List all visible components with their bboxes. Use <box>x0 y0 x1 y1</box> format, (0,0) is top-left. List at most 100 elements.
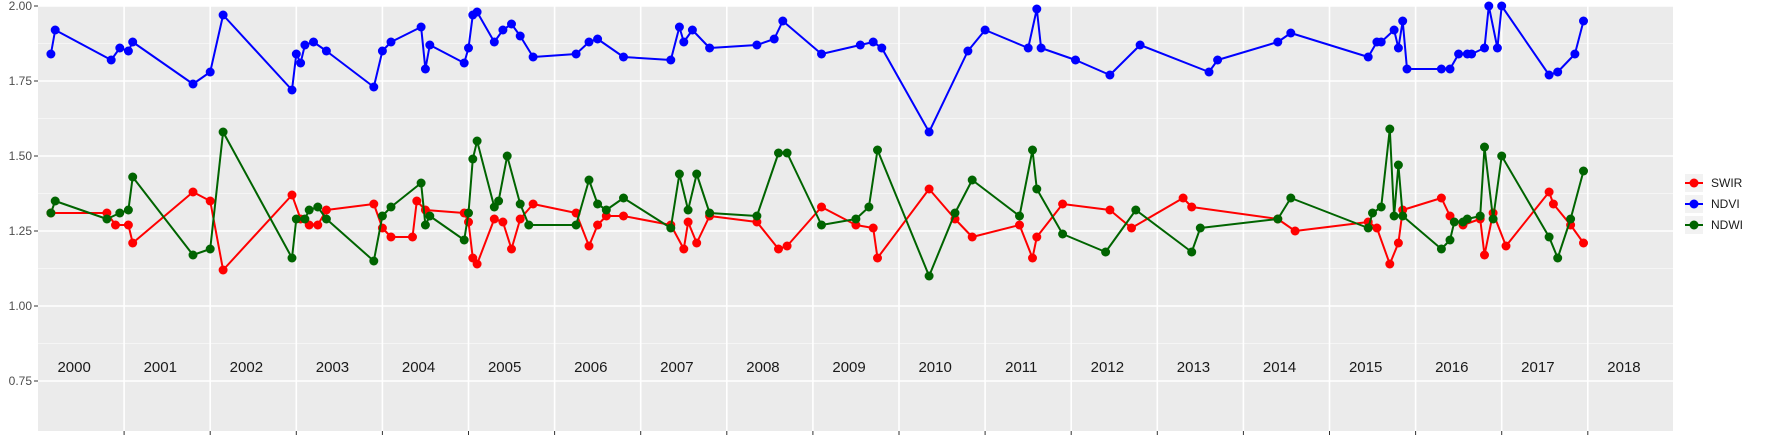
data-point-swir <box>692 238 702 248</box>
data-point-ndwi <box>1480 142 1489 152</box>
data-point-ndvi <box>287 85 297 95</box>
y-tick-label: 1.25 <box>9 224 33 238</box>
data-point-ndvi <box>106 55 116 65</box>
data-point-ndwi <box>1015 211 1024 221</box>
data-point-ndvi <box>571 49 581 59</box>
data-point-swir <box>619 211 628 221</box>
data-point-ndvi <box>679 37 689 47</box>
data-point-ndwi <box>102 214 112 224</box>
data-point-swir <box>123 220 133 230</box>
year-label: 2008 <box>746 359 779 376</box>
data-point-ndwi <box>1488 214 1498 224</box>
data-point-ndwi <box>502 151 512 161</box>
data-point-ndvi <box>1497 1 1507 11</box>
data-point-ndwi <box>674 169 684 179</box>
data-point-ndwi <box>321 214 331 224</box>
year-labels: 2000 2001 2002 2003 2004 2005 2006 2007 2008 2009… <box>57 359 1640 376</box>
data-point-ndvi <box>1454 49 1464 59</box>
legend-marker <box>1689 220 1699 230</box>
data-point-ndvi <box>309 37 318 47</box>
data-point-ndwi <box>864 202 874 212</box>
data-point-swir <box>205 196 215 206</box>
data-point-ndvi <box>769 34 779 44</box>
data-point-ndvi <box>123 46 133 56</box>
data-point-ndwi <box>287 253 297 263</box>
data-point-ndwi <box>1393 160 1403 170</box>
data-point-ndwi <box>593 199 603 209</box>
data-point-ndvi <box>515 31 525 41</box>
data-point-swir <box>1480 250 1489 260</box>
legend-marker <box>1689 178 1699 188</box>
data-point-ndwi <box>1131 205 1141 215</box>
data-point-ndvi <box>1363 52 1373 62</box>
data-point-swir <box>782 241 792 251</box>
data-point-ndwi <box>1579 166 1588 176</box>
data-point-swir <box>287 190 297 200</box>
data-point-ndvi <box>619 52 628 62</box>
data-point-ndvi <box>1579 16 1588 26</box>
data-point-ndvi <box>980 25 990 35</box>
data-point-swir <box>1058 199 1068 209</box>
data-point-swir <box>321 205 331 215</box>
data-point-ndvi <box>507 19 516 29</box>
data-point-ndvi <box>369 82 379 92</box>
data-point-ndvi <box>1402 64 1412 74</box>
y-tick-label: 1.75 <box>9 74 33 88</box>
data-point-ndvi <box>666 55 676 65</box>
data-point-ndwi <box>1368 208 1377 218</box>
data-point-ndvi <box>296 58 306 68</box>
data-point-ndvi <box>1544 70 1554 80</box>
legend-item-ndvi: NDVI <box>1685 195 1740 213</box>
data-point-swir <box>1032 232 1042 242</box>
data-point-ndwi <box>752 211 762 221</box>
y-axis: 0.75 1.00 1.25 1.50 1.75 2.00 <box>9 0 38 388</box>
data-point-swir <box>1436 193 1446 203</box>
year-label: 2005 <box>488 359 521 376</box>
data-point-ndwi <box>1101 247 1111 257</box>
data-point-swir <box>817 202 826 212</box>
data-point-swir <box>369 199 379 209</box>
legend-label: NDVI <box>1711 197 1740 211</box>
legend: SWIR NDVI NDWI <box>1685 174 1743 234</box>
data-point-ndwi <box>571 220 581 230</box>
data-point-ndwi <box>304 205 314 215</box>
data-point-ndvi <box>868 37 878 47</box>
data-point-ndvi <box>1032 4 1042 14</box>
data-point-ndvi <box>291 49 301 59</box>
year-label: 2012 <box>1091 359 1124 376</box>
data-point-ndvi <box>752 40 762 50</box>
data-point-ndwi <box>851 214 861 224</box>
data-point-ndwi <box>459 235 469 245</box>
legend-item-swir: SWIR <box>1685 174 1743 192</box>
data-point-ndvi <box>1436 64 1446 74</box>
data-point-ndvi <box>46 49 56 59</box>
data-point-ndvi <box>1071 55 1080 65</box>
data-point-ndwi <box>494 196 504 206</box>
data-point-swir <box>593 220 603 230</box>
data-point-ndvi <box>50 25 60 35</box>
data-point-swir <box>1187 202 1197 212</box>
legend-marker <box>1689 199 1699 209</box>
data-point-swir <box>924 184 934 194</box>
data-point-ndvi <box>188 79 198 89</box>
data-point-ndwi <box>1032 184 1042 194</box>
data-point-swir <box>1385 259 1395 269</box>
data-point-ndwi <box>377 211 387 221</box>
data-point-ndvi <box>687 25 697 35</box>
data-point-ndwi <box>1376 202 1386 212</box>
data-point-swir <box>1501 241 1511 251</box>
data-point-ndwi <box>1195 223 1205 233</box>
data-point-ndvi <box>778 16 788 26</box>
data-point-swir <box>507 244 516 254</box>
data-point-ndwi <box>123 205 133 215</box>
data-point-ndwi <box>218 127 228 137</box>
data-point-ndwi <box>386 202 396 212</box>
data-point-ndwi <box>1058 229 1068 239</box>
data-point-ndvi <box>1105 70 1115 80</box>
series-ndvi <box>46 1 1588 137</box>
data-point-swir <box>489 214 499 224</box>
data-point-ndvi <box>300 40 310 50</box>
data-point-swir <box>472 259 482 269</box>
data-point-ndwi <box>782 148 792 158</box>
data-point-swir <box>967 232 977 242</box>
